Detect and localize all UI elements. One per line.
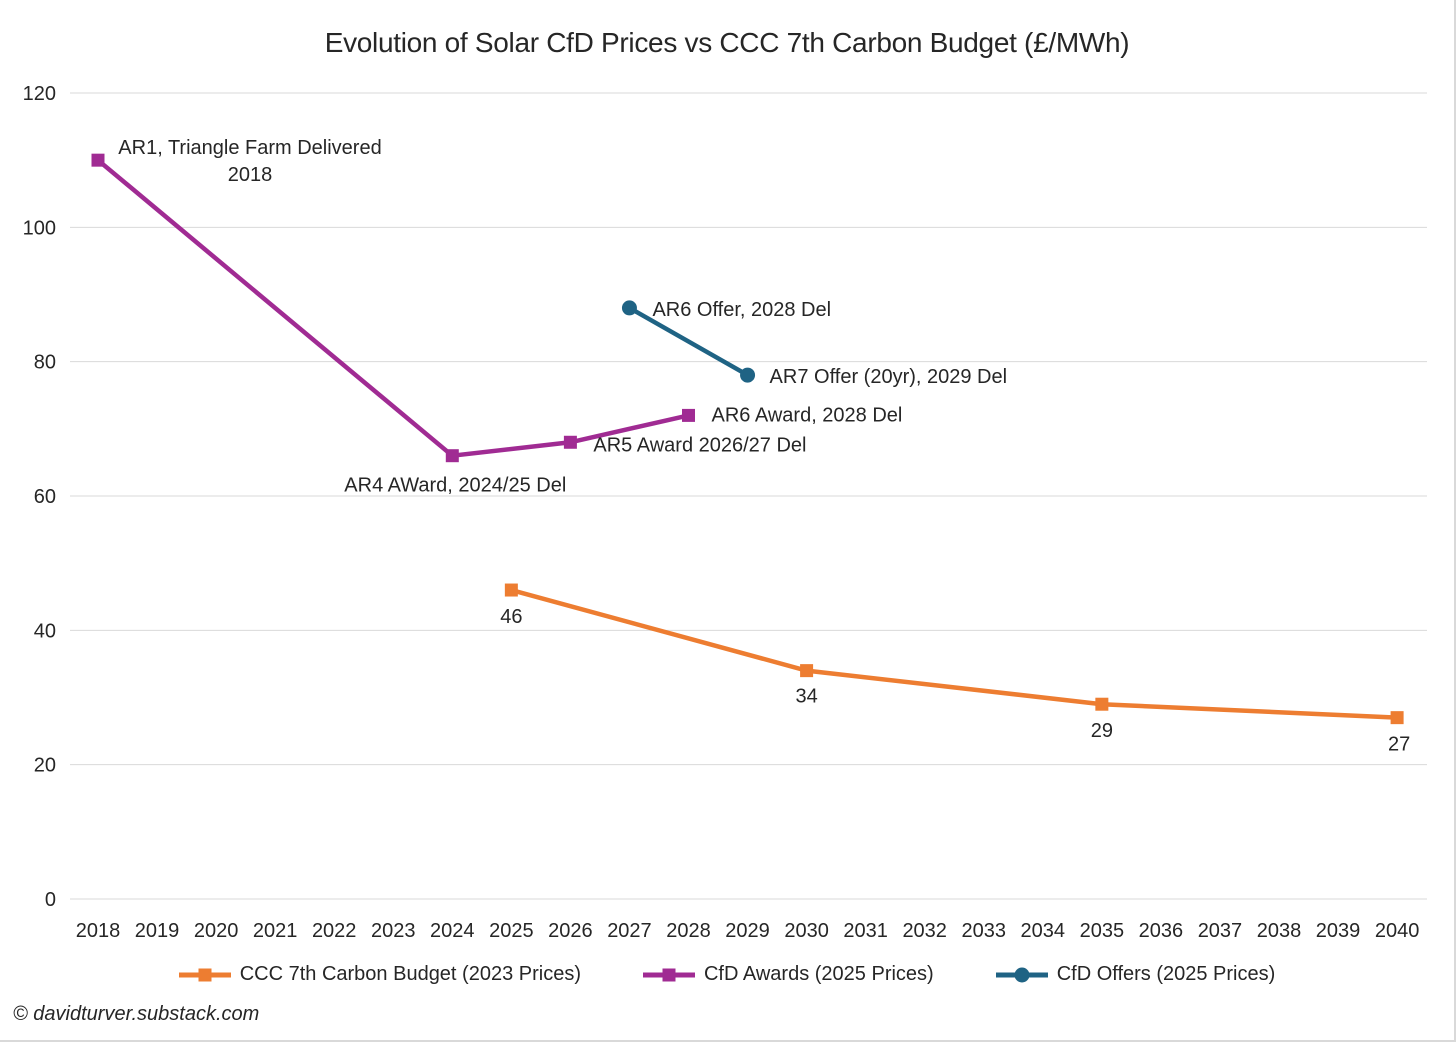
x-tick-label: 2029 bbox=[725, 920, 770, 942]
x-tick-label: 2021 bbox=[253, 920, 298, 942]
series-line bbox=[627, 305, 750, 378]
x-tick-label: 2022 bbox=[312, 920, 357, 942]
data-point-marker bbox=[800, 664, 814, 678]
data-point-marker bbox=[504, 583, 518, 597]
data-point-label: AR7 Offer (20yr), 2029 Del bbox=[770, 366, 1008, 388]
legend-marker-square-icon bbox=[642, 968, 695, 981]
data-point-label: AR1, Triangle Farm Delivered bbox=[118, 137, 381, 159]
data-point-marker bbox=[682, 408, 695, 422]
x-tick-label: 2027 bbox=[607, 920, 652, 942]
series-cfd-awards-2025-prices: AR1, Triangle Farm Delivered 2018 AR4 AWar… bbox=[91, 137, 903, 497]
x-tick-label: 2036 bbox=[1139, 920, 1184, 942]
x-tick-label: 2031 bbox=[843, 920, 888, 942]
x-tick-label: 2030 bbox=[784, 920, 829, 942]
legend-item-cfd-awards-2025-prices: CfD Awards (2025 Prices) bbox=[642, 963, 934, 986]
x-tick-label: 2023 bbox=[371, 920, 416, 942]
x-tick-label: 2028 bbox=[666, 920, 711, 942]
x-tick-label: 2032 bbox=[902, 920, 947, 942]
legend-marker-circle-icon bbox=[995, 967, 1048, 982]
series-line bbox=[509, 587, 1400, 720]
y-tick-label: 100 bbox=[23, 217, 56, 239]
legend-marker-square-icon bbox=[178, 968, 231, 981]
x-tick-label: 2033 bbox=[962, 920, 1007, 942]
data-point-label: AR4 AWard, 2024/25 Del bbox=[344, 475, 566, 497]
watermark: © davidturver.substack.com bbox=[13, 1003, 260, 1025]
x-tick-label: 2024 bbox=[430, 920, 475, 942]
y-tick-label: 60 bbox=[34, 486, 56, 508]
legend: CCC 7th Carbon Budget (2023 Prices) CfD A… bbox=[0, 963, 1454, 986]
x-tick-label: 2040 bbox=[1375, 920, 1420, 942]
data-point-label: AR6 Award, 2028 Del bbox=[712, 404, 903, 426]
legend-item-cfd-offers-2025-prices: CfD Offers (2025 Prices) bbox=[995, 963, 1276, 986]
legend-marker-shape bbox=[198, 968, 212, 981]
data-point-marker bbox=[1390, 711, 1404, 725]
y-tick-label: 40 bbox=[34, 620, 56, 642]
x-tick-label: 2035 bbox=[1080, 920, 1125, 942]
series-line bbox=[95, 157, 691, 459]
legend-label: CCC 7th Carbon Budget (2023 Prices) bbox=[239, 963, 581, 985]
y-tick-label: 80 bbox=[34, 352, 56, 374]
series-ccc-7th-carbon-budget-2023-prices: 46 34 29 27 bbox=[500, 583, 1410, 756]
chart-title: Evolution of Solar CfD Prices vs CCC 7th… bbox=[324, 27, 1130, 58]
data-point-marker bbox=[621, 300, 637, 316]
data-point-label: 27 bbox=[1388, 734, 1410, 756]
data-point-label: 34 bbox=[795, 686, 817, 708]
x-axis-tick-labels: 2018 2019 2020 2021 2022 2023 2024 2025 2026 2027… bbox=[76, 920, 1420, 942]
legend-marker-shape bbox=[662, 968, 676, 981]
data-point-label: 29 bbox=[1091, 720, 1113, 742]
y-tick-label: 120 bbox=[23, 83, 56, 105]
y-axis-tick-labels: 0 20 40 60 80 100 120 bbox=[23, 83, 56, 911]
legend-item-ccc-7th-carbon-budget-2023-prices: CCC 7th Carbon Budget (2023 Prices) bbox=[178, 963, 581, 986]
data-point-marker bbox=[1095, 697, 1109, 711]
gridlines bbox=[70, 92, 1427, 900]
x-tick-label: 2020 bbox=[194, 920, 239, 942]
y-tick-label: 0 bbox=[45, 889, 56, 911]
data-point-label: AR5 Award 2026/27 Del bbox=[593, 434, 806, 456]
data-point-label: 2018 bbox=[228, 164, 273, 186]
x-tick-label: 2039 bbox=[1316, 920, 1361, 942]
x-tick-label: 2026 bbox=[548, 920, 593, 942]
series-cfd-offers-2025-prices: AR6 Offer, 2028 Del AR7 Offer (20yr), 202… bbox=[621, 299, 1008, 388]
legend-label: CfD Awards (2025 Prices) bbox=[703, 963, 934, 985]
x-tick-label: 2019 bbox=[135, 920, 180, 942]
data-point-marker bbox=[91, 153, 105, 167]
x-tick-label: 2018 bbox=[76, 920, 121, 942]
data-point-label: AR6 Offer, 2028 Del bbox=[652, 299, 831, 321]
x-tick-label: 2037 bbox=[1198, 920, 1243, 942]
legend-label: CfD Offers (2025 Prices) bbox=[1056, 963, 1276, 985]
x-tick-label: 2034 bbox=[1021, 920, 1066, 942]
legend-marker-shape bbox=[1014, 967, 1030, 982]
data-point-label: 46 bbox=[500, 606, 522, 628]
x-tick-label: 2038 bbox=[1257, 920, 1302, 942]
y-tick-label: 20 bbox=[34, 755, 56, 777]
data-point-marker bbox=[445, 449, 459, 463]
data-point-marker bbox=[563, 435, 577, 449]
data-point-marker bbox=[740, 367, 756, 383]
x-tick-label: 2025 bbox=[489, 920, 534, 942]
